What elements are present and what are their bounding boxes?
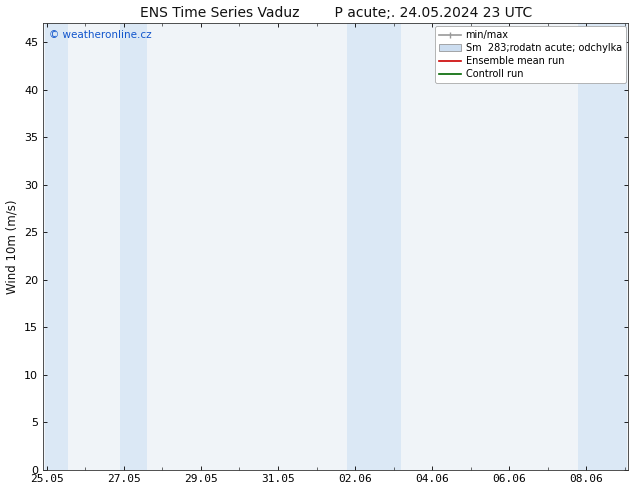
Text: © weatheronline.cz: © weatheronline.cz <box>49 30 152 40</box>
Legend: min/max, Sm  283;rodatn acute; odchylka, Ensemble mean run, Controll run: min/max, Sm 283;rodatn acute; odchylka, … <box>436 26 626 83</box>
Bar <box>45 24 68 469</box>
Bar <box>578 24 626 469</box>
Y-axis label: Wind 10m (m/s): Wind 10m (m/s) <box>6 199 18 294</box>
Bar <box>347 24 401 469</box>
Title: ENS Time Series Vaduz        P acute;. 24.05.2024 23 UTC: ENS Time Series Vaduz P acute;. 24.05.20… <box>139 5 532 20</box>
Bar <box>120 24 147 469</box>
